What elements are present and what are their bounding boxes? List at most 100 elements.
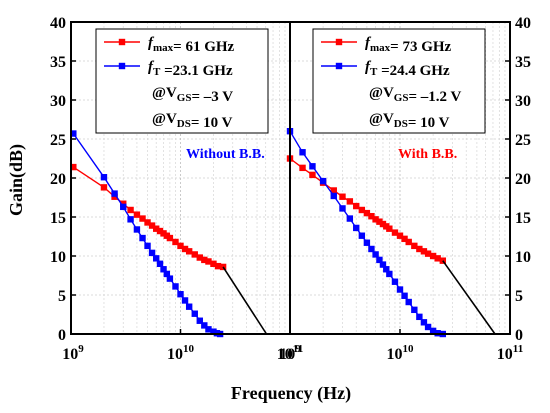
data-point-fT (424, 323, 432, 331)
data-point-fmax (401, 235, 408, 243)
data-point-fmax (181, 245, 189, 253)
data-point-fT (420, 319, 428, 326)
y-tick-label-right: 30 (515, 93, 531, 110)
data-point-fmax (144, 219, 151, 226)
data-point-fmax (434, 255, 441, 262)
data-point-fT (196, 317, 203, 324)
data-point-fmax (201, 256, 208, 264)
data-point-fT (166, 275, 174, 282)
data-point-fT (205, 326, 212, 333)
legend-sample-marker (335, 62, 343, 70)
y-tick-label-right: 20 (515, 171, 531, 188)
data-point-fT (391, 278, 399, 285)
data-point-fT (383, 266, 390, 273)
data-point-fmax (339, 193, 346, 200)
data-point-fmax (172, 238, 179, 246)
data-point-fT (401, 292, 408, 299)
y-tick-label-right: 0 (515, 327, 523, 344)
data-point-fT (120, 203, 127, 211)
data-point-fT (111, 190, 118, 197)
data-point-fT (411, 306, 418, 314)
legend-entry-3: @VGS= –3 V (152, 85, 233, 105)
data-point-fT (376, 256, 383, 264)
data-point-fmax (368, 213, 375, 220)
data-point-fT (139, 234, 146, 242)
data-point-fmax (156, 227, 164, 235)
data-point-fT (319, 177, 327, 185)
data-point-fmax (376, 218, 383, 225)
y-tick-label-left: 40 (50, 15, 66, 32)
y-tick-label-left: 5 (58, 288, 66, 305)
y-tick-label-right: 40 (515, 15, 531, 32)
data-point-fT (299, 149, 306, 156)
data-point-fT (396, 286, 404, 293)
data-point-fmax (70, 163, 77, 171)
data-point-fT (330, 192, 337, 200)
data-point-fT (309, 163, 316, 170)
data-point-fmax (429, 252, 437, 260)
data-point-fT (127, 216, 134, 223)
x-tick-label: 1010 (167, 343, 195, 363)
data-point-fmax (127, 206, 134, 214)
data-point-fmax (177, 242, 184, 250)
data-point-fmax (424, 250, 432, 257)
data-point-fmax (191, 251, 198, 258)
legend-entry-1: fmax= 61 GHz (148, 35, 235, 55)
data-point-fmax (210, 260, 217, 267)
y-tick-label-right: 15 (515, 210, 531, 227)
data-point-fT (160, 266, 167, 273)
data-point-fT (405, 298, 412, 306)
legend-sample-marker (118, 62, 126, 70)
legend-entry-4: @VDS= 10 V (369, 111, 450, 131)
legend-entry-2: fT =24.4 GHz (365, 59, 450, 79)
data-point-fmax (185, 248, 193, 255)
panel-note-2: With B.B. (398, 147, 457, 162)
data-point-fmax (363, 209, 371, 217)
y-tick-label-left: 30 (50, 93, 66, 110)
data-point-fT (133, 226, 141, 233)
y-tick-label-left: 20 (50, 171, 66, 188)
data-point-fT (191, 310, 198, 317)
y-axis-title: Gain(dB) (6, 144, 27, 216)
data-point-fmax (309, 171, 316, 179)
data-point-fmax (153, 225, 160, 232)
series-layer (70, 128, 496, 338)
data-point-fT (353, 224, 360, 232)
data-point-fmax (148, 222, 156, 229)
data-point-fmax (299, 164, 306, 172)
data-point-fmax (100, 184, 108, 191)
data-point-fT (429, 327, 437, 335)
legend-layer: fmax= 61 GHz fT =23.1 GHz @VGS= –3 V @VDS= … (95, 28, 486, 162)
y-tick-label-left: 10 (50, 249, 66, 266)
data-point-fT (144, 242, 151, 250)
series-line-extrapolation-panel-2 (442, 260, 496, 335)
x-tick-label: 1011 (277, 343, 303, 363)
panel-note-1: Without B.B. (186, 147, 265, 162)
data-point-fmax (439, 257, 447, 264)
data-point-fmax (411, 242, 418, 250)
data-point-fmax (405, 238, 412, 246)
data-point-fT (363, 239, 371, 246)
x-tick-label: 109 (279, 343, 301, 363)
data-point-fmax (416, 245, 423, 253)
x-tick-label: 1011 (497, 343, 523, 363)
data-point-fT (177, 291, 184, 298)
data-point-fmax (205, 258, 212, 265)
x-tick-label: 109 (62, 343, 84, 363)
y-tick-label-left: 25 (50, 132, 66, 149)
data-point-fmax (396, 232, 404, 239)
data-point-fT (358, 232, 366, 239)
legend-sample-marker (335, 38, 343, 46)
data-point-fmax (214, 262, 222, 270)
data-point-fT (181, 297, 189, 304)
series-line-extrapolation-panel-1 (222, 266, 268, 335)
legend-entry-1: fmax= 73 GHz (365, 35, 452, 55)
x-axis-title: Frequency (Hz) (231, 383, 351, 404)
y-tick-label-left: 0 (58, 327, 66, 344)
data-point-fmax (346, 198, 354, 205)
data-point-fmax (196, 254, 203, 261)
data-point-fmax (133, 211, 141, 218)
data-point-fmax (379, 220, 387, 228)
